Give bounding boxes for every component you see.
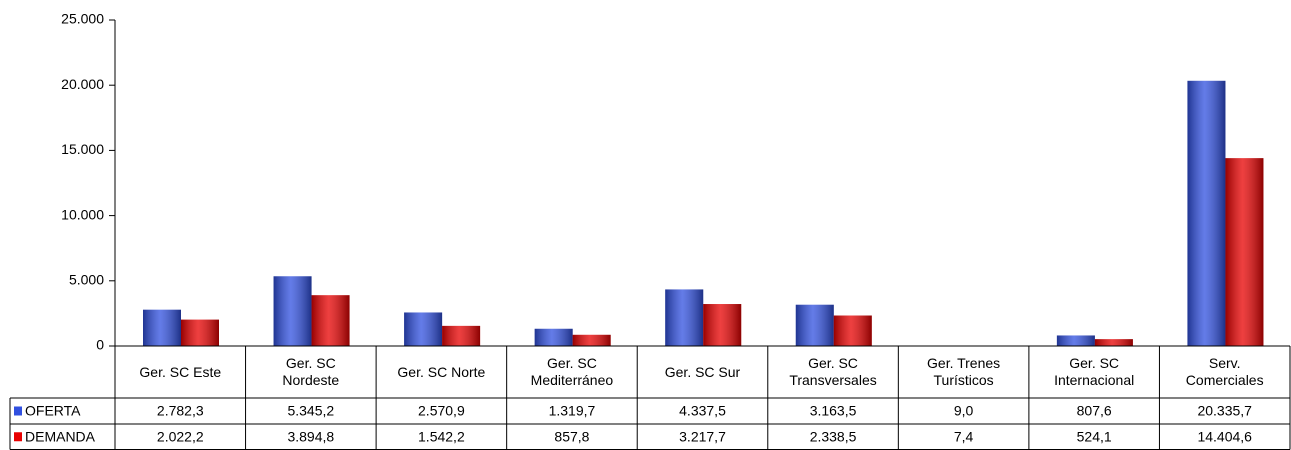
- data-label: 2.782,3: [157, 403, 204, 419]
- data-label: 14.404,6: [1197, 428, 1252, 444]
- data-label: 5.345,2: [287, 403, 334, 419]
- x-tick-label: Ger. SC Sur: [664, 363, 741, 380]
- bar-shade: [703, 304, 742, 346]
- x-tick-label: Ger. SC Mediterráneo: [530, 355, 614, 388]
- bar-shade: [534, 328, 573, 346]
- data-label: 1.542,2: [418, 428, 465, 444]
- data-label: 857,8: [554, 428, 589, 444]
- category-cell: Ger. SC Internacional: [1054, 355, 1135, 388]
- data-label: 3.894,8: [287, 428, 334, 444]
- bar-shade: [1056, 335, 1095, 346]
- data-label: 2.022,2: [157, 428, 204, 444]
- y-tick-label: 10.000: [61, 206, 104, 222]
- legend-label: DEMANDA: [25, 428, 96, 444]
- data-label: 7,4: [954, 428, 974, 444]
- legend-swatch: [14, 432, 22, 442]
- bar-shade: [665, 289, 704, 346]
- data-label: 807,6: [1077, 403, 1112, 419]
- data-label: 1.319,7: [549, 403, 596, 419]
- bar-shade: [1225, 158, 1264, 346]
- category-cell: Ger. SC Norte: [397, 363, 486, 380]
- bar-shade: [795, 304, 834, 346]
- data-label: 2.570,9: [418, 403, 465, 419]
- bar-shade: [273, 276, 312, 346]
- x-tick-label: Ger. SC Este: [139, 363, 222, 380]
- data-label: 3.217,7: [679, 428, 726, 444]
- y-tick-label: 20.000: [61, 76, 104, 92]
- category-cell: Ger. SC Transversales: [789, 355, 877, 388]
- bar-shade: [572, 334, 611, 346]
- bar-shade: [833, 315, 872, 346]
- category-cell: Ger. SC Mediterráneo: [530, 355, 614, 388]
- y-tick-label: 0: [96, 337, 104, 353]
- bar-shade: [143, 309, 181, 346]
- legend-swatch: [14, 406, 22, 416]
- x-tick-label: Serv. Comerciales: [1185, 355, 1264, 388]
- bar-shade: [181, 319, 219, 346]
- y-tick-label: 25.000: [61, 11, 104, 27]
- x-tick-label: Ger. SC Nordeste: [282, 355, 340, 388]
- bar-shade: [404, 312, 443, 346]
- data-label: 4.337,5: [679, 403, 726, 419]
- y-tick-label: 15.000: [61, 141, 104, 157]
- category-cell: Ger. SC Este: [139, 363, 222, 380]
- bar-shade: [311, 295, 350, 346]
- bar-shade: [1187, 80, 1226, 346]
- legend-label: OFERTA: [25, 403, 81, 419]
- category-cell: Ger. SC Nordeste: [282, 355, 340, 388]
- category-cell: Serv. Comerciales: [1185, 355, 1264, 388]
- category-cell: Ger. Trenes Turísticos: [927, 355, 1001, 388]
- x-tick-label: Ger. SC Internacional: [1054, 355, 1135, 388]
- data-label: 524,1: [1077, 428, 1112, 444]
- bar-shade: [442, 325, 481, 346]
- x-tick-label: Ger. SC Transversales: [789, 355, 877, 388]
- x-tick-label: Ger. SC Norte: [397, 363, 486, 380]
- data-label: 20.335,7: [1197, 403, 1252, 419]
- data-label: 3.163,5: [810, 403, 857, 419]
- x-tick-label: Ger. Trenes Turísticos: [927, 355, 1001, 388]
- data-label: 2.338,5: [810, 428, 857, 444]
- bar-shade: [1094, 339, 1133, 346]
- category-cell: Ger. SC Sur: [664, 363, 741, 380]
- y-tick-label: 5.000: [69, 272, 104, 288]
- data-label: 9,0: [954, 403, 974, 419]
